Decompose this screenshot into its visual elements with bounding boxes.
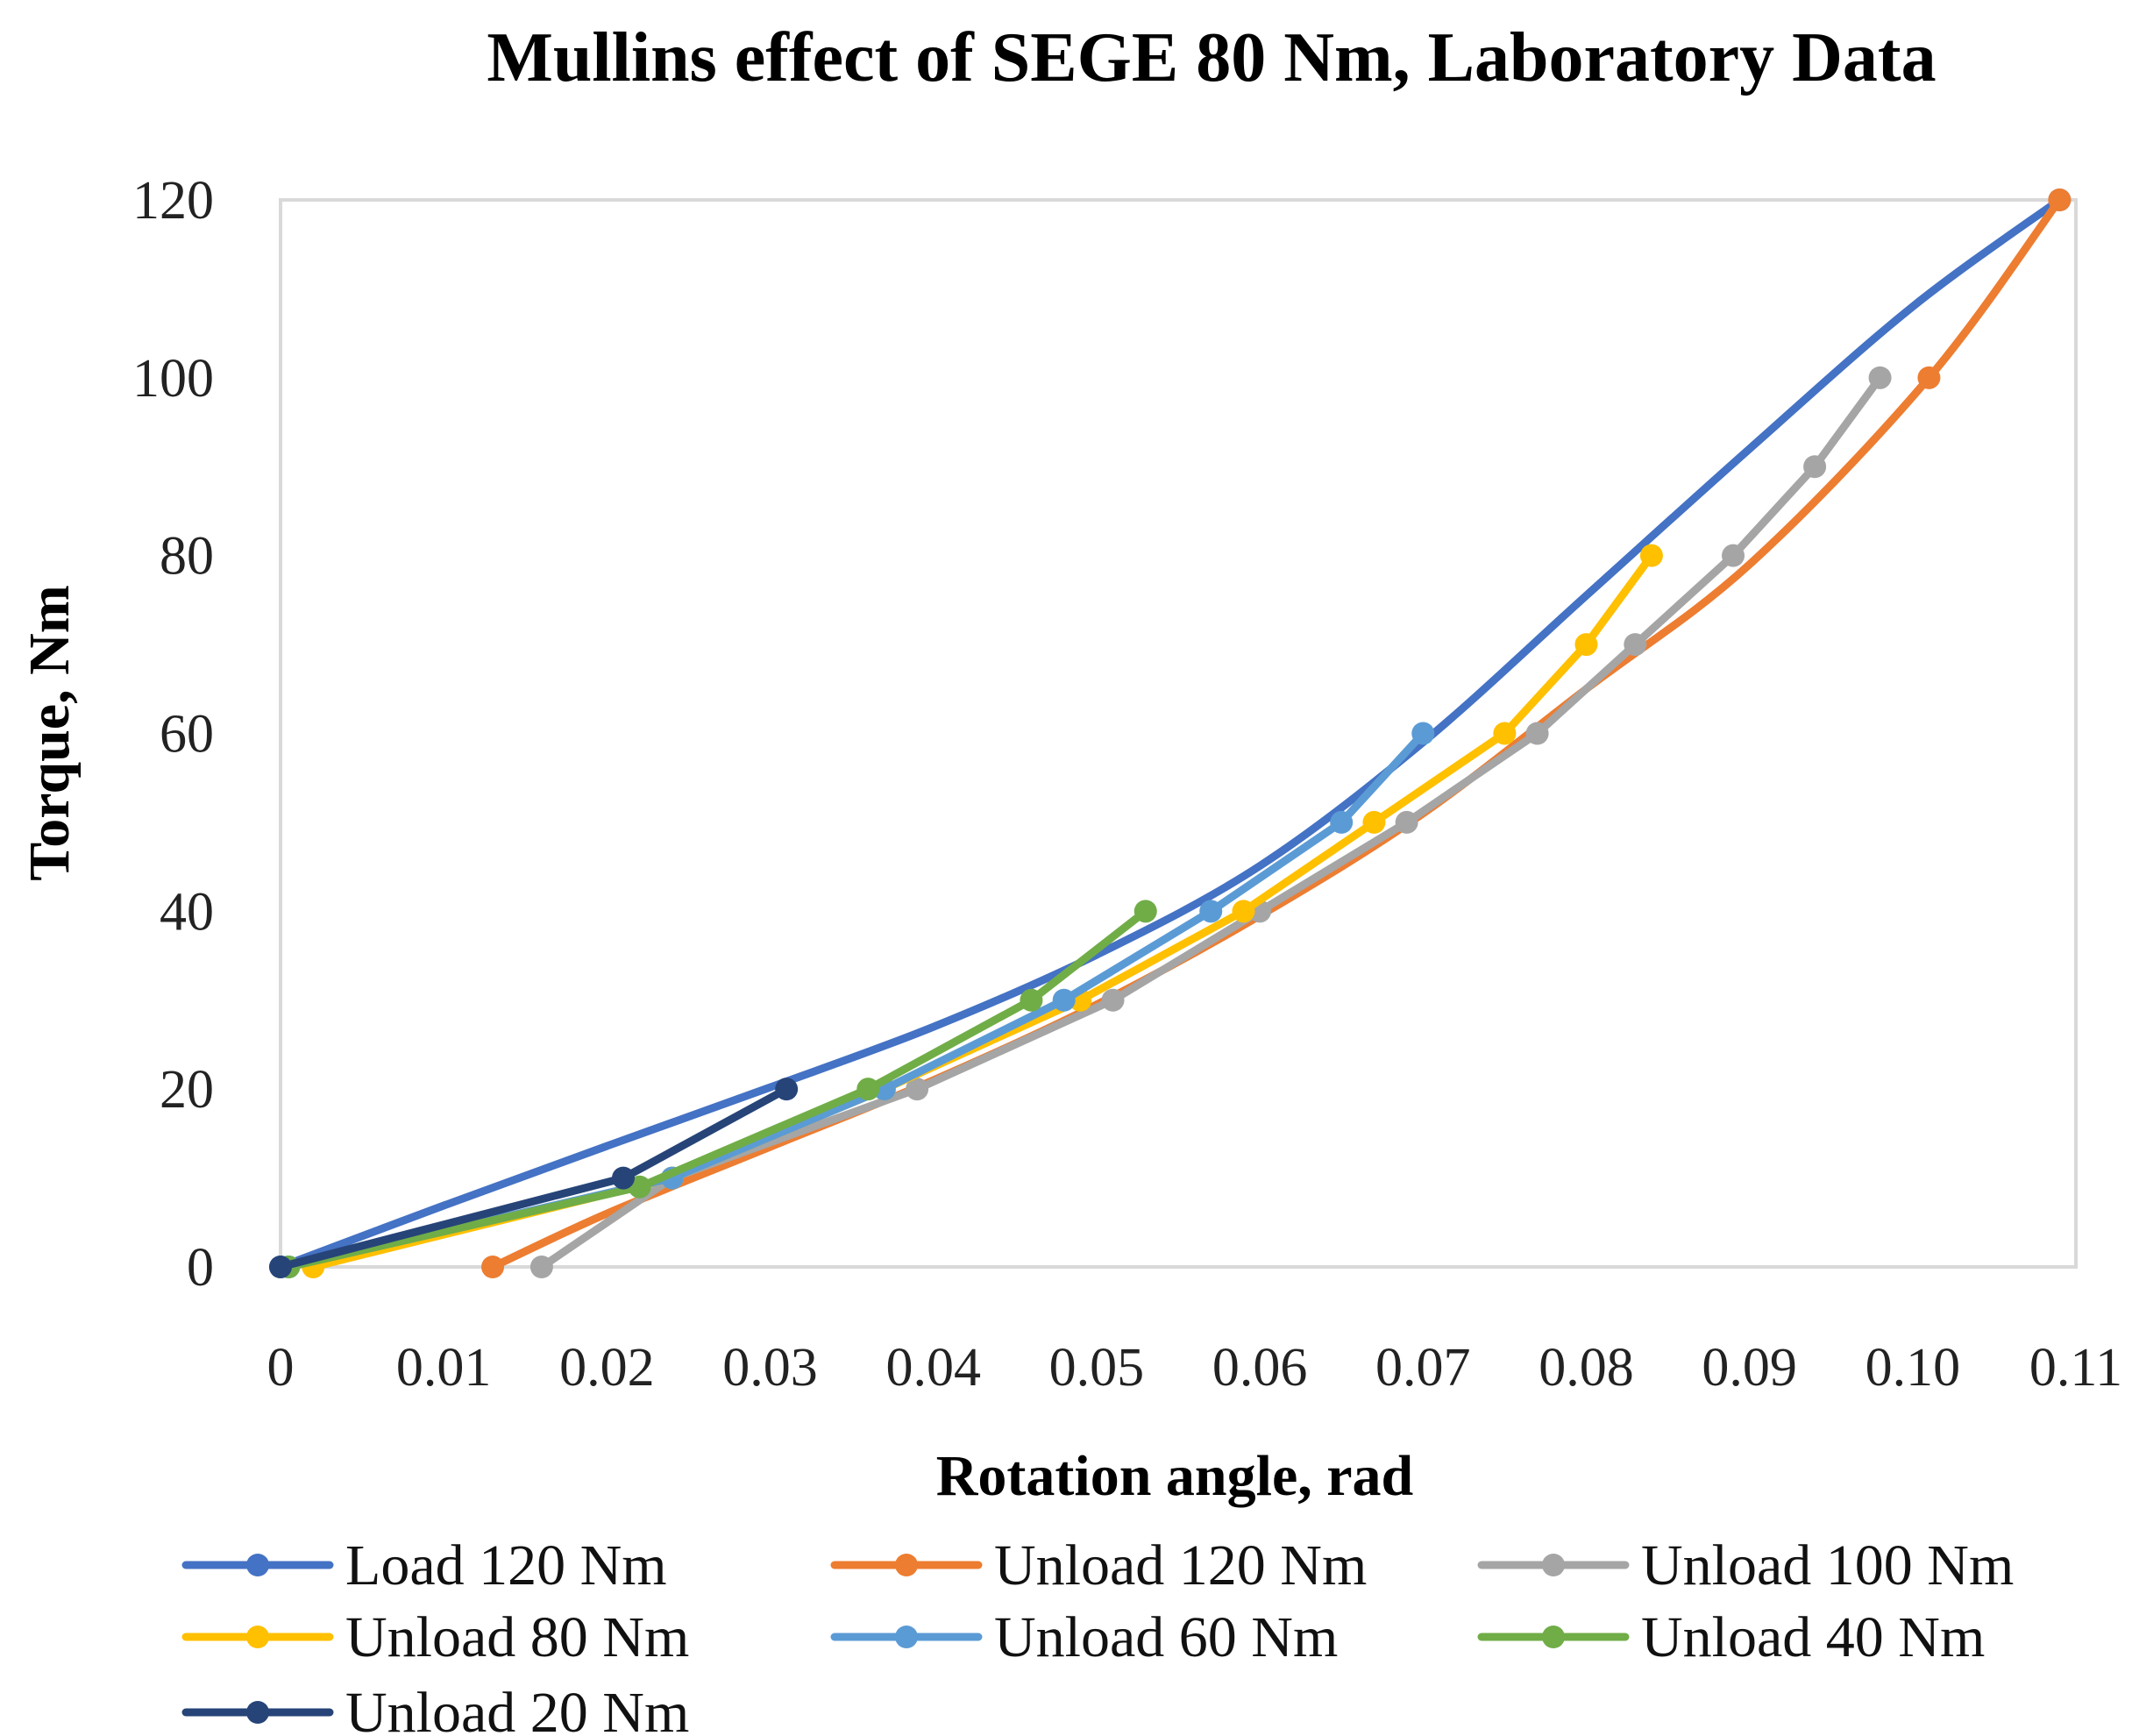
x-tick-label: 0.01	[396, 1338, 492, 1398]
series-unload-120-nm	[481, 189, 2072, 1278]
data-point	[1411, 722, 1435, 745]
x-axis-title: Rotation angle, rad	[936, 1444, 1414, 1508]
data-point	[856, 1078, 880, 1101]
legend-item: Unload 100 Nm	[1477, 1533, 2014, 1597]
chart-title: Mullins effect of SEGE 80 Nm, Laboratory…	[487, 19, 1936, 96]
legend-label: Load 120 Nm	[345, 1533, 667, 1597]
legend-marker	[1542, 1626, 1565, 1648]
y-tick-label: 80	[160, 527, 214, 587]
data-point	[1525, 722, 1549, 745]
y-tick-label: 40	[160, 882, 214, 942]
x-tick-label: 0.04	[885, 1338, 981, 1398]
plot-area-border	[279, 198, 2078, 1269]
y-axis-title: Torque, Nm	[18, 585, 82, 880]
data-point	[529, 1256, 553, 1278]
data-point	[2048, 189, 2072, 211]
series-unload-20-nm	[269, 1078, 799, 1278]
data-point	[1574, 633, 1598, 657]
y-tick-label: 100	[132, 349, 214, 409]
y-tick-label: 20	[160, 1060, 214, 1120]
y-tick-label: 120	[132, 171, 214, 231]
legend-label: Unload 60 Nm	[994, 1605, 1338, 1669]
legend-item: Load 120 Nm	[181, 1533, 667, 1597]
series-load-120-nm	[269, 189, 2072, 1278]
x-tick-label: 0.07	[1375, 1338, 1471, 1398]
legend-label: Unload 40 Nm	[1641, 1605, 1985, 1669]
y-axis-ticks: 0 20 40 60 80 100 120	[132, 171, 214, 1298]
legend-item: Unload 20 Nm	[181, 1681, 689, 1736]
data-point	[1803, 455, 1827, 479]
data-point	[481, 1256, 505, 1278]
data-point	[1493, 722, 1517, 745]
x-tick-label: 0.03	[722, 1338, 818, 1398]
legend-item: Unload 80 Nm	[181, 1605, 689, 1669]
legend-item: Unload 40 Nm	[1477, 1605, 1985, 1669]
data-point	[1232, 900, 1255, 923]
legend-marker	[246, 1701, 269, 1724]
legend-marker	[1542, 1554, 1565, 1576]
y-tick-label: 0	[187, 1238, 214, 1298]
data-point	[1917, 366, 1941, 389]
data-point	[611, 1166, 635, 1190]
data-point	[1052, 988, 1076, 1012]
data-point	[1868, 366, 1892, 389]
x-tick-label: 0.08	[1539, 1338, 1634, 1398]
series-unload-100-nm	[529, 366, 1892, 1278]
legend-item: Unload 120 Nm	[830, 1533, 1367, 1597]
x-tick-label: 0.06	[1212, 1338, 1308, 1398]
legend-marker	[895, 1626, 918, 1648]
data-point	[1722, 544, 1745, 567]
series-line	[276, 196, 2064, 1271]
series-line	[284, 729, 1427, 1271]
series-line	[488, 196, 2064, 1271]
x-axis-ticks: 0 0.01 0.02 0.03 0.04 0.05 0.06 0.07 0.08 0.09 0.1…	[267, 1338, 2123, 1398]
data-point	[1362, 810, 1386, 834]
legend-label: Unload 120 Nm	[994, 1533, 1367, 1597]
series-line	[309, 551, 1656, 1271]
series-layer	[269, 189, 2072, 1278]
x-tick-label: 0.10	[1866, 1338, 1961, 1398]
legend: Load 120 Nm Unload 120 Nm Unload 100 Nm Unl…	[181, 1533, 2014, 1736]
legend-marker	[246, 1626, 269, 1648]
x-tick-label: 0.02	[559, 1338, 655, 1398]
data-point	[1330, 810, 1354, 834]
legend-item: Unload 60 Nm	[830, 1605, 1338, 1669]
data-point	[269, 1256, 292, 1278]
x-tick-label: 0.11	[2029, 1338, 2122, 1398]
data-point	[906, 1078, 929, 1101]
legend-label: Unload 20 Nm	[345, 1681, 689, 1736]
data-point	[1134, 900, 1157, 923]
legend-label: Unload 100 Nm	[1641, 1533, 2014, 1597]
series-unload-80-nm	[302, 544, 1663, 1278]
legend-label: Unload 80 Nm	[345, 1605, 689, 1669]
data-point	[1020, 988, 1043, 1012]
data-point	[775, 1078, 799, 1101]
legend-marker	[246, 1554, 269, 1576]
x-tick-label: 0	[267, 1338, 295, 1398]
data-point	[1199, 900, 1223, 923]
data-point	[1101, 988, 1125, 1012]
data-point	[1639, 544, 1663, 567]
y-tick-label: 60	[160, 705, 214, 765]
data-point	[1624, 633, 1647, 657]
legend-marker	[895, 1554, 918, 1576]
series-unload-60-nm	[277, 722, 1435, 1278]
x-tick-label: 0.09	[1702, 1338, 1797, 1398]
x-tick-label: 0.05	[1049, 1338, 1145, 1398]
data-point	[1395, 810, 1418, 834]
